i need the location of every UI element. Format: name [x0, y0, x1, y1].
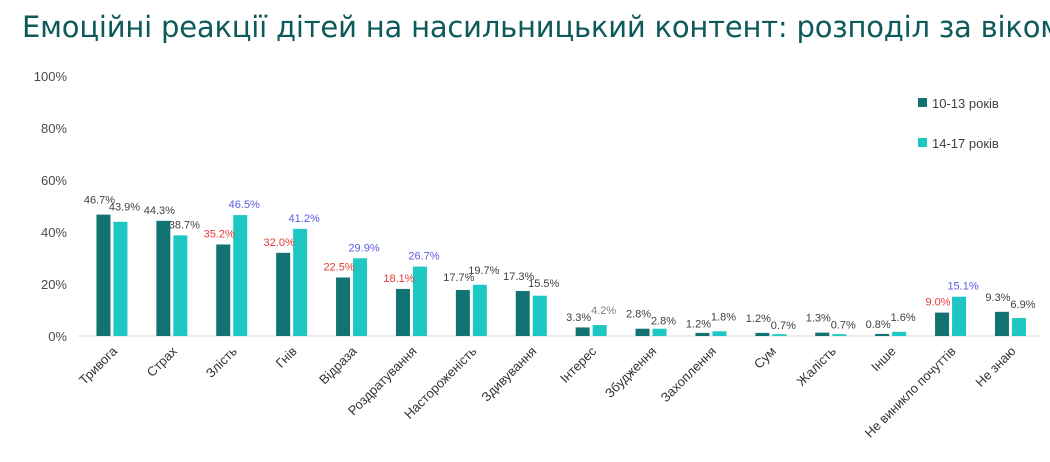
- data-label-14-17: 29.9%: [348, 242, 379, 254]
- legend-swatch-14-17: [918, 138, 927, 147]
- category-label: Відраза: [316, 343, 360, 387]
- data-label-14-17: 2.8%: [651, 316, 676, 328]
- bar-10-13: [455, 289, 470, 336]
- bar-14-17: [712, 331, 727, 336]
- category-label: Сум: [751, 343, 779, 371]
- bar-10-13: [755, 332, 770, 336]
- bar-10-13: [216, 244, 231, 336]
- data-label-14-17: 1.8%: [711, 311, 736, 323]
- data-label-10-13: 9.3%: [985, 292, 1010, 304]
- y-tick-label: 0%: [48, 329, 67, 344]
- bar-14-17: [113, 221, 128, 336]
- data-label-10-13: 32.0%: [264, 237, 295, 249]
- legend-label-10-13: 10-13 років: [932, 96, 999, 111]
- legend-label-14-17: 14-17 років: [932, 136, 999, 151]
- bar-10-13: [875, 333, 890, 336]
- bar-10-13: [336, 277, 351, 336]
- category-label: Здивування: [478, 344, 539, 405]
- chart-title: Емоційні реакції дітей на насильницький …: [22, 10, 1050, 44]
- data-label-14-17: 43.9%: [109, 202, 140, 214]
- data-labels-group: 46.7%43.9% 44.3% 38.7% 35.2% 46.5% 32.0% 41.2%…: [84, 195, 1036, 332]
- category-label: Інше: [868, 344, 899, 375]
- bar-14-17: [952, 296, 967, 336]
- bar-10-13: [515, 291, 530, 336]
- category-labels-group: Тривога Страх Злість Гнів ВідразаРоздратуван…: [76, 343, 1019, 441]
- bar-14-17: [532, 295, 547, 336]
- y-tick-label: 40%: [41, 225, 67, 240]
- bar-10-13: [96, 214, 111, 336]
- data-label-10-13: 2.8%: [626, 309, 651, 321]
- data-label-10-13: 17.7%: [443, 272, 474, 284]
- data-label-10-13: 22.5%: [323, 262, 354, 274]
- bar-10-13: [395, 288, 410, 336]
- data-label-14-17: 0.7%: [831, 320, 856, 332]
- data-label-10-13: 1.2%: [686, 318, 711, 330]
- bar-10-13: [276, 252, 291, 336]
- bar-14-17: [412, 266, 427, 336]
- bar-14-17: [892, 331, 907, 336]
- bar-14-17: [173, 235, 188, 336]
- y-tick-label: 60%: [41, 173, 67, 188]
- data-label-10-13: 46.7%: [84, 195, 115, 207]
- category-label: Гнів: [273, 343, 300, 370]
- category-label: Страх: [144, 343, 181, 380]
- data-label-10-13: 1.2%: [746, 313, 771, 325]
- bar-14-17: [353, 258, 368, 336]
- category-label: Збудження: [602, 344, 659, 401]
- data-label-14-17: 0.7%: [771, 320, 796, 332]
- bar-14-17: [832, 334, 847, 336]
- bar-14-17: [1011, 318, 1026, 336]
- category-label: Тривога: [76, 343, 121, 388]
- data-label-14-17: 15.1%: [947, 281, 978, 293]
- category-label: Злість: [203, 343, 240, 380]
- data-label-10-13: 18.1%: [383, 273, 414, 285]
- data-label-14-17: 19.7%: [468, 265, 499, 277]
- data-label-10-13: 9.0%: [926, 297, 951, 309]
- data-label-14-17: 41.2%: [289, 213, 320, 225]
- bar-14-17: [592, 325, 607, 336]
- bar-10-13: [695, 332, 710, 336]
- data-label-14-17: 38.7%: [169, 219, 200, 231]
- data-label-10-13: 3.3%: [566, 312, 591, 324]
- y-tick-label: 20%: [41, 277, 67, 292]
- legend-swatch-10-13: [918, 98, 927, 107]
- bar-14-17: [652, 328, 667, 336]
- bars-group: [96, 214, 1026, 336]
- data-label-10-13: 44.3%: [144, 205, 175, 217]
- bar-10-13: [635, 328, 650, 336]
- legend: 10-13 років 14-17 років: [918, 96, 999, 151]
- bar-14-17: [472, 284, 487, 336]
- category-label: Інтерес: [557, 343, 600, 386]
- bar-14-17: [233, 215, 248, 336]
- y-tick-label: 80%: [41, 121, 67, 136]
- data-label-14-17: 26.7%: [408, 251, 439, 263]
- y-tick-label: 100%: [34, 69, 68, 84]
- bar-10-13: [935, 312, 950, 336]
- category-label: Жалість: [794, 343, 839, 388]
- data-label-14-17: 4.2%: [591, 305, 616, 317]
- bar-10-13: [815, 332, 830, 336]
- data-label-14-17: 15.5%: [528, 278, 559, 290]
- data-label-10-13: 17.3%: [503, 271, 534, 283]
- category-label: Не знаю: [972, 343, 1018, 389]
- data-label-10-13: 35.2%: [204, 228, 235, 240]
- bar-10-13: [156, 220, 171, 336]
- bar-10-13: [994, 311, 1009, 336]
- data-label-10-13: 0.8%: [866, 319, 891, 331]
- bar-14-17: [293, 228, 308, 336]
- category-label: Захоплення: [658, 344, 719, 405]
- bar-10-13: [575, 327, 590, 336]
- y-axis-ticks: 0% 20% 40% 60% 80% 100%: [34, 69, 68, 344]
- data-label-14-17: 46.5%: [229, 199, 260, 211]
- bar-14-17: [772, 334, 787, 336]
- data-label-10-13: 1.3%: [806, 313, 831, 325]
- data-label-14-17: 1.6%: [891, 312, 916, 324]
- data-label-14-17: 6.9%: [1010, 299, 1035, 311]
